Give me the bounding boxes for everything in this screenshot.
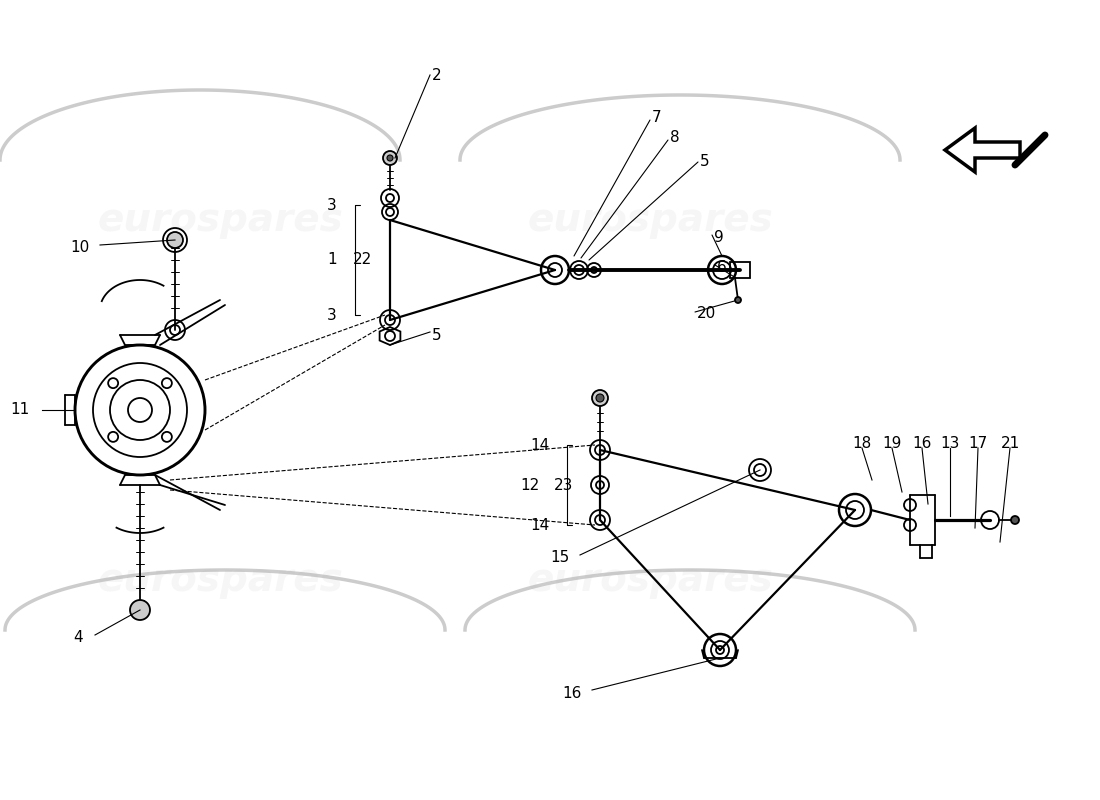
- Text: eurospares: eurospares: [527, 561, 773, 599]
- Text: 22: 22: [353, 253, 372, 267]
- Text: eurospares: eurospares: [97, 561, 343, 599]
- Text: 15: 15: [551, 550, 570, 566]
- Text: 23: 23: [554, 478, 573, 493]
- Text: 1: 1: [328, 253, 337, 267]
- Bar: [730, 262, 750, 278]
- Circle shape: [596, 394, 604, 402]
- Text: 16: 16: [912, 437, 932, 451]
- Circle shape: [1011, 516, 1019, 524]
- Text: 19: 19: [882, 437, 902, 451]
- Text: 14: 14: [530, 438, 550, 453]
- Text: 10: 10: [70, 239, 90, 254]
- Text: 3: 3: [328, 198, 337, 213]
- Text: 9: 9: [714, 230, 724, 246]
- Text: 5: 5: [700, 154, 710, 170]
- Text: 8: 8: [670, 130, 680, 146]
- Circle shape: [130, 600, 150, 620]
- Text: eurospares: eurospares: [97, 201, 343, 239]
- Circle shape: [387, 155, 393, 161]
- Text: 11: 11: [11, 402, 30, 418]
- Text: 2: 2: [432, 67, 441, 82]
- Circle shape: [592, 390, 608, 406]
- Text: 16: 16: [562, 686, 582, 701]
- Text: 20: 20: [697, 306, 716, 322]
- Text: eurospares: eurospares: [527, 201, 773, 239]
- Circle shape: [383, 151, 397, 165]
- Text: 21: 21: [1000, 437, 1020, 451]
- Text: 5: 5: [432, 327, 441, 342]
- Text: 13: 13: [940, 437, 959, 451]
- Text: 3: 3: [328, 307, 337, 322]
- Circle shape: [167, 232, 183, 248]
- Text: 12: 12: [520, 478, 540, 493]
- Text: 14: 14: [530, 518, 550, 533]
- Circle shape: [735, 297, 741, 303]
- Text: 17: 17: [968, 437, 988, 451]
- Polygon shape: [945, 128, 1020, 172]
- Text: 6: 6: [717, 259, 727, 274]
- Text: 18: 18: [852, 437, 871, 451]
- Text: 7: 7: [652, 110, 661, 125]
- Text: 4: 4: [74, 630, 82, 646]
